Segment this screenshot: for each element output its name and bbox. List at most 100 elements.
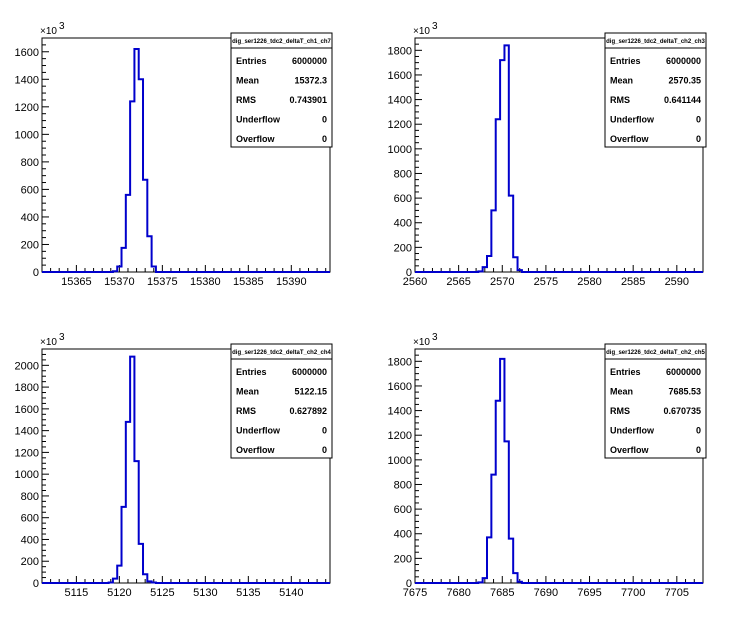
x-tick-label: 5115 (65, 587, 89, 599)
histogram-bin (143, 180, 147, 272)
y-tick-label: 1000 (388, 455, 412, 467)
histogram-bin (147, 236, 151, 272)
y-tick-label: 600 (21, 184, 39, 196)
x-tick-label: 15380 (190, 276, 221, 288)
histogram-title: dig_ser1226_tdc2_deltaT_ch2_ch4 (232, 350, 331, 356)
y-tick-label: 0 (406, 267, 412, 279)
x-tick-label: 5125 (150, 587, 174, 599)
y-axis-multiplier: ×10 (40, 26, 57, 37)
y-tick-label: 800 (21, 491, 39, 503)
histogram-title: dig_ser1226_tdc2_deltaT_ch2_ch3 (606, 39, 705, 45)
x-tick-label: 2580 (577, 276, 601, 288)
histogram-bin (509, 539, 513, 583)
stat-label: Entries (610, 367, 641, 377)
histogram-bin (117, 266, 121, 272)
x-tick-label: 15375 (147, 276, 178, 288)
histogram-bin (504, 45, 508, 272)
stat-value: 0 (696, 134, 701, 144)
histogram-pad-2: 2560 2565 2570 2575 2580 2585 2590 0 200 400 600 80… (388, 21, 707, 288)
y-tick-label: 200 (21, 556, 39, 568)
y-tick-label: 1200 (388, 119, 412, 131)
histogram-title: dig_ser1226_tdc2_deltaT_ch2_ch5 (606, 350, 705, 356)
x-tick-label: 5140 (279, 587, 303, 599)
y-axis-multiplier-exponent: 3 (432, 21, 438, 32)
stat-value: 2570.35 (668, 76, 701, 86)
histogram-bin (130, 357, 134, 583)
y-axis-multiplier-exponent: 3 (432, 332, 438, 343)
stat-value: 5122.15 (294, 387, 327, 397)
histogram-bin (509, 196, 513, 272)
stat-label: RMS (610, 95, 630, 105)
histogram-bin (117, 566, 121, 583)
y-tick-label: 600 (394, 504, 412, 516)
y-tick-label: 2000 (15, 360, 39, 372)
y-tick-label: 1800 (388, 45, 412, 57)
y-tick-label: 1600 (388, 381, 412, 393)
stat-value: 0 (322, 134, 327, 144)
stat-label: Overflow (610, 134, 650, 144)
y-tick-label: 1000 (388, 144, 412, 156)
stats-box: dig_ser1226_tdc2_deltaT_ch2_ch3 Entries 60… (604, 32, 707, 148)
histogram-bin (134, 461, 138, 583)
histogram-title: dig_ser1226_tdc2_deltaT_ch1_ch7 (232, 39, 331, 45)
y-tick-label: 0 (33, 267, 39, 279)
histogram-bin (152, 582, 156, 583)
histogram-pad-4: 7675 7680 7685 7690 7695 7700 7705 0 200 400 600 80… (388, 332, 707, 599)
histogram-bin (483, 578, 487, 583)
stat-label: Overflow (610, 445, 650, 455)
stat-label: Underflow (610, 115, 655, 125)
stat-label: Entries (610, 56, 641, 66)
stat-value: 0.670735 (663, 406, 701, 416)
stats-box: dig_ser1226_tdc2_deltaT_ch1_ch7 Entries 60… (230, 32, 333, 148)
stats-box: dig_ser1226_tdc2_deltaT_ch2_ch4 Entries 60… (230, 343, 333, 459)
y-tick-label: 200 (394, 553, 412, 565)
x-tick-label: 7680 (446, 587, 470, 599)
x-tick-label: 15365 (61, 276, 92, 288)
histogram-bin (518, 582, 522, 583)
y-tick-label: 1400 (15, 74, 39, 86)
x-tick-label: 2565 (446, 276, 470, 288)
histogram-bin (513, 573, 517, 583)
histogram-bin (134, 49, 138, 272)
x-tick-label: 15390 (276, 276, 307, 288)
y-tick-label: 400 (21, 212, 39, 224)
histogram-bin (500, 60, 504, 272)
histogram-bin (504, 441, 508, 583)
y-tick-label: 1200 (15, 447, 39, 459)
histogram-line (415, 44, 703, 273)
y-tick-label: 600 (394, 193, 412, 205)
stat-value: 6000000 (666, 56, 701, 66)
histogram-bin (113, 579, 117, 583)
histogram-bin (126, 422, 130, 583)
y-tick-label: 200 (394, 242, 412, 254)
stat-value: 0.627892 (289, 406, 327, 416)
stat-label: RMS (610, 406, 630, 416)
y-tick-label: 1800 (388, 356, 412, 368)
histogram-line (42, 355, 330, 584)
stat-value: 15372.3 (294, 76, 327, 86)
histogram-bin (152, 266, 156, 272)
stat-label: Mean (236, 387, 259, 397)
histogram-bin (478, 582, 482, 583)
y-axis-multiplier: ×10 (40, 337, 57, 348)
histogram-line (42, 48, 330, 273)
y-tick-label: 1000 (15, 129, 39, 141)
y-tick-label: 1000 (15, 469, 39, 481)
stat-value: 7685.53 (668, 387, 701, 397)
histogram-pad-1: 15365 15370 15375 15380 15385 15390 0 200 400 600… (15, 21, 333, 288)
histogram-bin (147, 581, 151, 583)
stats-box: dig_ser1226_tdc2_deltaT_ch2_ch5 Entries 60… (604, 343, 707, 459)
x-tick-label: 7685 (490, 587, 514, 599)
y-tick-label: 1400 (388, 406, 412, 418)
y-tick-label: 1200 (388, 430, 412, 442)
stat-label: Underflow (610, 426, 655, 436)
x-tick-label: 5130 (193, 587, 217, 599)
stat-value: 0 (322, 426, 327, 436)
histogram-bin (483, 267, 487, 272)
y-tick-label: 400 (394, 218, 412, 230)
stat-value: 0 (696, 115, 701, 125)
stat-value: 0 (696, 445, 701, 455)
y-tick-label: 800 (394, 479, 412, 491)
x-tick-label: 2575 (534, 276, 558, 288)
stat-value: 0.641144 (664, 95, 701, 105)
